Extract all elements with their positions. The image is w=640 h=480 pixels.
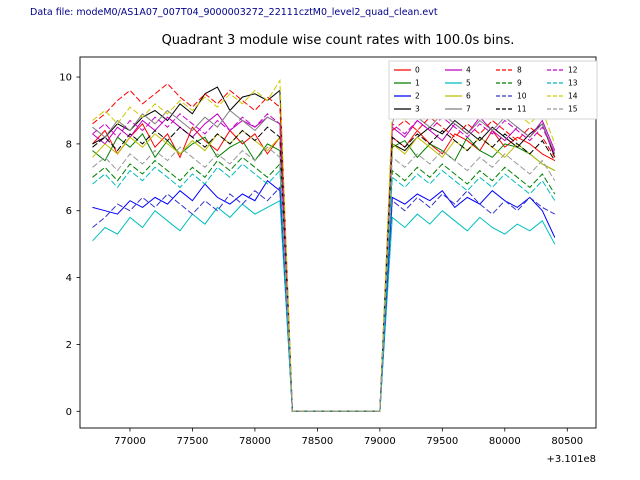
y-tick-label: 4 (66, 273, 72, 284)
x-tick-label: 78500 (301, 436, 333, 447)
series-line-15 (92, 146, 556, 412)
axes-frame (79, 56, 597, 429)
data-file-label: Data file: modeM0/AS1A07_007T04_90000032… (30, 7, 438, 18)
legend-label-15: 15 (568, 105, 578, 114)
series-line-8 (92, 83, 556, 412)
x-tick-label: 78000 (239, 436, 271, 447)
legend-label-7: 7 (466, 105, 471, 114)
legend-label-3: 3 (415, 105, 420, 114)
series-line-9 (92, 156, 556, 412)
plot-area: 77000 77500 78000 78500 79000 79500 80000 80500… (59, 56, 598, 447)
legend-label-1: 1 (415, 79, 420, 88)
series-line-12 (92, 113, 556, 412)
x-tick-label: 80000 (489, 436, 521, 447)
legend-label-4: 4 (466, 66, 471, 75)
legend-box (388, 60, 598, 120)
series-line-2 (92, 179, 556, 412)
x-tick-label: 79500 (426, 436, 458, 447)
series-line-11 (92, 126, 556, 412)
legend-label-12: 12 (568, 66, 578, 75)
legend-label-11: 11 (517, 105, 527, 114)
legend-label-14: 14 (568, 92, 578, 101)
legend-label-6: 6 (466, 92, 471, 101)
y-tick-label: 10 (59, 73, 72, 84)
legend-label-9: 9 (517, 79, 522, 88)
series-line-4 (92, 113, 556, 412)
legend-label-13: 13 (568, 79, 578, 88)
x-offset-label: +3.101e8 (546, 454, 596, 465)
x-tick-label: 77000 (114, 436, 146, 447)
y-tick-label: 2 (66, 340, 72, 351)
legend-label-2: 2 (415, 92, 420, 101)
legend-label-8: 8 (517, 66, 522, 75)
series-line-13 (92, 163, 556, 412)
chart-title: Quadrant 3 module wise count rates with … (162, 33, 515, 48)
y-tick-label: 0 (66, 407, 72, 418)
x-tick-label: 79000 (364, 436, 396, 447)
series-line-7 (92, 78, 556, 412)
series-line-0 (92, 122, 556, 412)
series-line-5 (92, 199, 556, 412)
legend-label-5: 5 (466, 79, 471, 88)
x-tick-label: 77500 (177, 436, 209, 447)
y-tick-label: 8 (66, 139, 72, 150)
series-line-10 (92, 186, 556, 412)
series-line-14 (92, 78, 556, 412)
legend-label-0: 0 (415, 66, 420, 75)
x-tick-label: 80500 (551, 436, 583, 447)
y-tick-label: 6 (66, 206, 72, 217)
legend-label-10: 10 (517, 92, 527, 101)
